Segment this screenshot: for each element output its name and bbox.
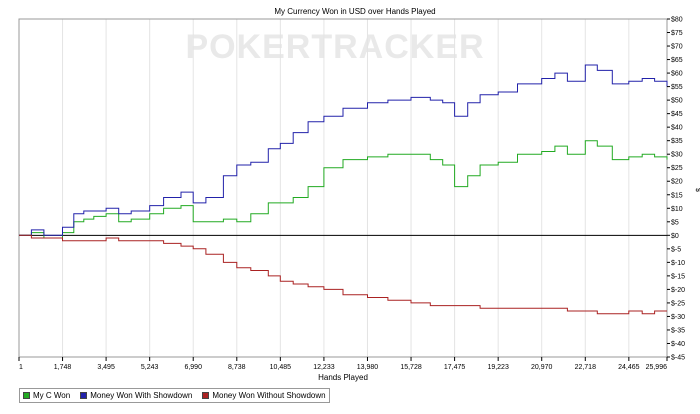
x-tick-label: 3,495 [97, 364, 115, 371]
y-tick-label: $45 [671, 111, 683, 118]
y-tick-label: $20 [671, 179, 683, 186]
y-tick-label: $-5 [671, 246, 681, 253]
y-tick-label: $-40 [671, 341, 685, 348]
y-tick-label: $55 [671, 84, 683, 91]
x-tick-label: 19,223 [487, 364, 509, 371]
y-tick-label: $0 [671, 233, 679, 240]
x-tick-label: 15,728 [400, 364, 422, 371]
y-tick-label: $70 [671, 44, 683, 51]
legend-item-my-c-won: My C Won [23, 391, 70, 400]
y-tick-label: $-20 [671, 287, 685, 294]
y-axis-label: $ [694, 188, 700, 192]
watermark-logo: POKERTRACKER [185, 28, 484, 66]
legend-item-with-showdown: Money Won With Showdown [80, 391, 192, 400]
y-tick-label: $40 [671, 125, 683, 132]
x-tick-label: 1 [19, 364, 23, 371]
legend: My C Won Money Won With Showdown Money W… [19, 388, 330, 403]
y-tick-label: $-15 [671, 273, 685, 280]
plot-area-border [18, 18, 668, 358]
legend-label: Money Won Without Showdown [212, 391, 326, 400]
x-tick-label: 25,996 [646, 364, 668, 371]
legend-label: My C Won [33, 391, 71, 400]
legend-label: Money Won With Showdown [90, 391, 193, 400]
x-tick-label: 5,243 [141, 364, 159, 371]
x-tick-label: 8,738 [228, 364, 246, 371]
y-tick-label: $-30 [671, 314, 685, 321]
legend-item-without-showdown: Money Won Without Showdown [202, 391, 326, 400]
y-tick-label: $30 [671, 152, 683, 159]
y-tick-label: $-45 [671, 355, 685, 362]
x-tick-label: 20,970 [531, 364, 553, 371]
x-axis-ticks: 1 1,748 3,495 5,243 6,990 8,738 10,485 12,233 13… [18, 357, 668, 371]
y-tick-label: $50 [671, 98, 683, 105]
x-tick-label: 17,475 [444, 364, 466, 371]
x-tick-label: 13,980 [357, 364, 379, 371]
y-tick-label: $-10 [671, 260, 685, 267]
chart-title: My Currency Won in USD over Hands Played [274, 7, 435, 16]
legend-swatch-blue [80, 392, 88, 399]
y-tick-label: $80 [671, 17, 683, 24]
y-tick-label: $75 [671, 30, 683, 37]
y-tick-label: $-25 [671, 300, 685, 307]
x-tick-label: 24,465 [618, 364, 640, 371]
y-tick-label: $65 [671, 57, 683, 64]
legend-swatch-green [23, 392, 30, 399]
y-tick-label: $35 [671, 138, 683, 145]
y-tick-label: $25 [671, 165, 683, 172]
x-tick-label: 22,718 [575, 364, 597, 371]
y-tick-label: $10 [671, 206, 683, 213]
legend-swatch-red [202, 392, 210, 399]
series-line-my-c-won [19, 140, 668, 239]
series-lines [19, 64, 668, 315]
x-tick-label: 1,748 [54, 364, 72, 371]
x-tick-label: 10,485 [270, 364, 292, 371]
x-tick-label: 12,233 [313, 364, 335, 371]
x-tick-label: 6,990 [184, 364, 202, 371]
y-axis-ticks: $80 $75 $70 $65 $60 $55 $50 $45 $40 $35 $30 $25 $20 $… [667, 17, 685, 362]
y-tick-label: $-35 [671, 327, 685, 334]
series-line-with-showdown [19, 64, 668, 236]
y-tick-label: $5 [671, 219, 679, 226]
series-line-without-showdown [19, 234, 667, 315]
y-tick-label: $60 [671, 71, 683, 78]
grid-lines [18, 19, 668, 357]
x-axis-label: Hands Played [318, 373, 368, 382]
y-tick-label: $15 [671, 192, 683, 199]
